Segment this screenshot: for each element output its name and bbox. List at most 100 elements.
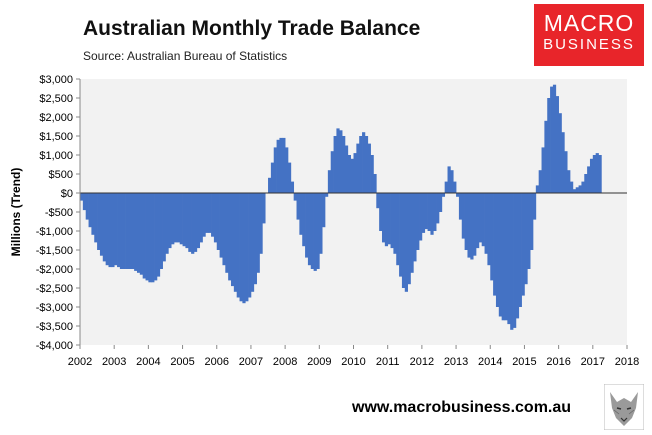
bar [148,193,152,283]
bar [111,193,115,268]
trade-balance-bar-chart: $3,000 $2,500 $2,000 $1,500 $1,000 $500 $0 -$50… [9,74,639,368]
bar [145,193,149,281]
bar [407,193,411,285]
bar [495,193,500,307]
bar [350,158,354,193]
bar [390,193,394,249]
bar [205,193,209,233]
bar [501,193,505,321]
bar [222,193,226,266]
bar [119,193,124,269]
bar [139,193,144,275]
bar [136,193,141,273]
bar [230,193,235,287]
bar [518,193,522,307]
x-tick-label: 2012 [410,356,434,368]
x-tick-label: 2007 [239,356,263,368]
bar [507,193,511,325]
bar [424,193,428,230]
bar [541,147,545,193]
y-tick-label: -$4,000 [36,340,73,352]
y-tick-label: $1,500 [39,131,73,143]
bar [105,193,109,266]
wolf-logo-icon [604,384,644,430]
y-tick-label: $1,000 [39,150,73,162]
bar [262,193,266,224]
chart-title: Australian Monthly Trade Balance [83,17,421,40]
bar [211,193,215,237]
y-tick-label: $0 [61,188,73,200]
bar [174,193,178,243]
bar [567,170,571,193]
bar [493,193,497,296]
bar [419,193,423,241]
bar [490,193,494,281]
bar [359,136,363,193]
x-tick-label: 2005 [170,356,194,368]
bar [444,181,448,193]
bar [544,120,548,193]
bar [595,153,599,193]
bar [225,193,229,273]
bar [521,193,525,296]
bar [587,166,591,193]
bar [162,193,166,262]
bar [253,193,257,285]
bar [307,193,312,266]
bar [185,193,189,249]
footer-url[interactable]: www.macrobusiness.com.au [352,399,572,416]
bar [199,193,203,243]
bar [373,174,377,193]
bar [438,193,443,212]
bar [176,193,181,243]
bar [333,136,337,193]
bar [367,143,371,193]
bar [476,193,480,249]
bar [453,181,457,193]
bar [353,153,357,193]
bar [555,96,559,193]
bar [168,193,172,249]
bar [128,193,132,269]
bar [336,128,340,193]
bar [427,193,431,231]
bar [584,174,588,193]
bar [122,193,126,269]
x-tick-label: 2011 [376,356,400,368]
bar [236,193,240,298]
bar [461,193,465,239]
bar [487,193,491,266]
bar [578,185,582,193]
y-tick-label: -$2,500 [36,283,73,295]
bar [270,162,275,193]
bar [268,177,272,193]
bar [319,193,323,254]
bar [131,193,135,269]
bar [293,193,297,201]
bar [504,193,508,321]
bar [581,181,585,193]
bar [287,162,292,193]
x-tick-label: 2009 [307,356,331,368]
bar [344,145,349,193]
bar [410,193,414,273]
bar [515,193,520,319]
bar [527,193,531,269]
bar [97,193,101,250]
x-tick-label: 2004 [136,356,160,368]
bar [191,193,195,254]
bar [325,193,329,197]
bar [239,193,243,302]
chart-source: Source: Australian Bureau of Statistics [83,49,288,63]
bar [399,193,403,277]
bar [213,193,218,243]
bar [290,181,295,193]
bar [82,193,87,211]
x-tick-label: 2018 [615,356,639,368]
bar [550,86,554,193]
macrobusiness-logo[interactable]: MACRO BUSINESS [534,4,644,66]
bar [327,170,332,193]
bar [570,181,574,193]
bar [450,170,454,193]
bar [165,193,169,254]
